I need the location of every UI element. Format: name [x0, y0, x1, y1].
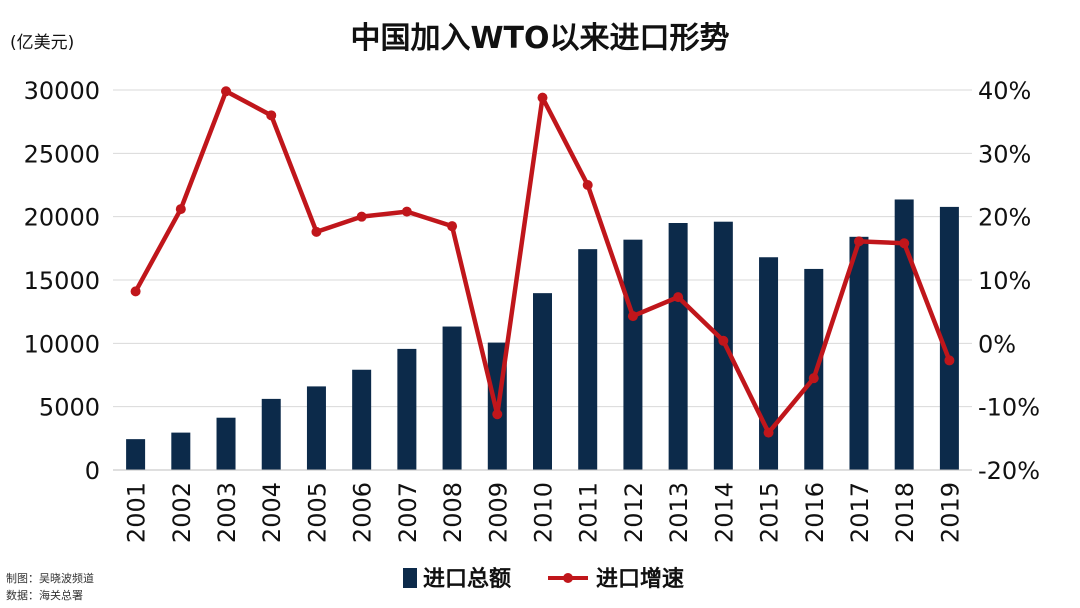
bar-2002 — [171, 432, 191, 470]
growth-point-2016 — [808, 373, 819, 384]
x-axis-tick-label: 2006 — [349, 482, 377, 543]
credit-data-source: 数据：海关总署 — [6, 588, 83, 602]
growth-point-2018 — [899, 238, 910, 249]
x-axis-tick-label: 2018 — [891, 482, 919, 543]
x-axis-tick-label: 2009 — [484, 482, 512, 543]
x-axis-tick-label: 2017 — [846, 482, 874, 543]
legend-swatch-bar — [403, 568, 417, 588]
bar-2010 — [533, 293, 552, 470]
left-axis-unit-label: (亿美元) — [10, 33, 74, 53]
left-axis-tick-label: 0 — [85, 457, 100, 485]
growth-point-2003 — [221, 86, 232, 97]
growth-point-2015 — [763, 427, 774, 438]
x-axis-tick-label: 2015 — [756, 482, 784, 543]
left-axis-tick-label: 5000 — [39, 394, 100, 422]
left-axis-ticks: 0 5000 10000 15000 20000 25000 30000 — [24, 77, 100, 485]
right-axis-tick-label: 30% — [978, 140, 1031, 168]
right-axis-tick-label: -20% — [978, 457, 1040, 485]
right-axis-tick-label: 40% — [978, 77, 1031, 105]
growth-point-2002 — [175, 204, 186, 215]
bar-2016 — [804, 268, 824, 470]
left-axis-tick-label: 30000 — [24, 77, 100, 105]
bar-2019 — [939, 206, 959, 470]
right-axis-tick-label: 10% — [978, 267, 1031, 295]
bar-2006 — [352, 369, 372, 470]
growth-point-2012 — [627, 311, 638, 322]
right-axis-tick-label: 0% — [978, 330, 1016, 358]
bar-2003 — [216, 417, 236, 470]
x-axis-ticks: 2001 2002 2003 2004 2005 2006 2007 2008 2009 2010… — [113, 469, 972, 543]
left-axis-tick-label: 20000 — [24, 204, 100, 232]
bar-2018 — [894, 199, 914, 470]
growth-point-2005 — [311, 226, 322, 237]
right-axis-tick-label: -10% — [978, 394, 1040, 422]
bar-2008 — [442, 326, 462, 470]
legend-label-import-total: 进口总额 — [423, 566, 511, 592]
bar-2015 — [759, 257, 779, 470]
x-axis-tick-label: 2012 — [620, 482, 648, 543]
left-axis-tick-label: 25000 — [24, 140, 100, 168]
x-axis-tick-label: 2004 — [258, 482, 286, 543]
bar-2011 — [578, 249, 598, 470]
x-axis-tick-label: 2008 — [439, 482, 467, 543]
growth-point-2006 — [356, 211, 367, 222]
left-axis-tick-label: 10000 — [24, 330, 100, 358]
x-axis-tick-label: 2013 — [665, 482, 693, 543]
legend-swatch-marker — [563, 573, 573, 583]
right-axis-ticks: -20% -10% 0% 10% 20% 30% 40% — [978, 77, 1040, 485]
x-axis-tick-label: 2001 — [123, 482, 151, 543]
x-axis-tick-label: 2019 — [936, 482, 964, 543]
left-axis-tick-label: 15000 — [24, 267, 100, 295]
credit-chart-maker: 制图：吴晓波频道 — [6, 571, 94, 585]
growth-point-2010 — [537, 92, 548, 103]
growth-point-2007 — [401, 206, 412, 217]
bar-2007 — [397, 348, 417, 470]
bar-2012 — [623, 239, 643, 470]
x-axis-tick-label: 2014 — [710, 482, 738, 543]
legend-label-import-growth: 进口增速 — [596, 566, 684, 592]
bar-2013 — [668, 223, 688, 470]
growth-point-2004 — [266, 110, 277, 121]
growth-point-2011 — [582, 180, 593, 190]
bar-2004 — [261, 398, 281, 470]
x-axis-tick-label: 2002 — [168, 482, 196, 543]
growth-point-2017 — [853, 236, 864, 247]
line-series-import-growth — [130, 86, 955, 438]
x-axis-tick-label: 2005 — [303, 482, 331, 543]
x-axis-tick-label: 2010 — [530, 482, 558, 543]
growth-point-2013 — [673, 292, 684, 303]
growth-point-2008 — [447, 221, 458, 232]
growth-point-2009 — [492, 409, 503, 420]
bar-2005 — [306, 386, 326, 470]
bar-2001 — [126, 439, 146, 470]
growth-point-2019 — [944, 355, 955, 366]
bar-series-import-total — [126, 199, 959, 470]
x-axis-tick-label: 2016 — [801, 482, 829, 543]
legend: 进口总额 进口增速 — [403, 566, 684, 592]
bar-2017 — [849, 236, 869, 470]
growth-point-2014 — [718, 335, 729, 346]
growth-point-2001 — [130, 286, 141, 297]
x-axis-tick-label: 2007 — [394, 482, 422, 543]
chart-title: 中国加入WTO以来进口形势 — [350, 21, 729, 56]
right-axis-tick-label: 20% — [978, 204, 1031, 232]
x-axis-tick-label: 2011 — [575, 482, 603, 543]
x-axis-tick-label: 2003 — [213, 482, 241, 543]
